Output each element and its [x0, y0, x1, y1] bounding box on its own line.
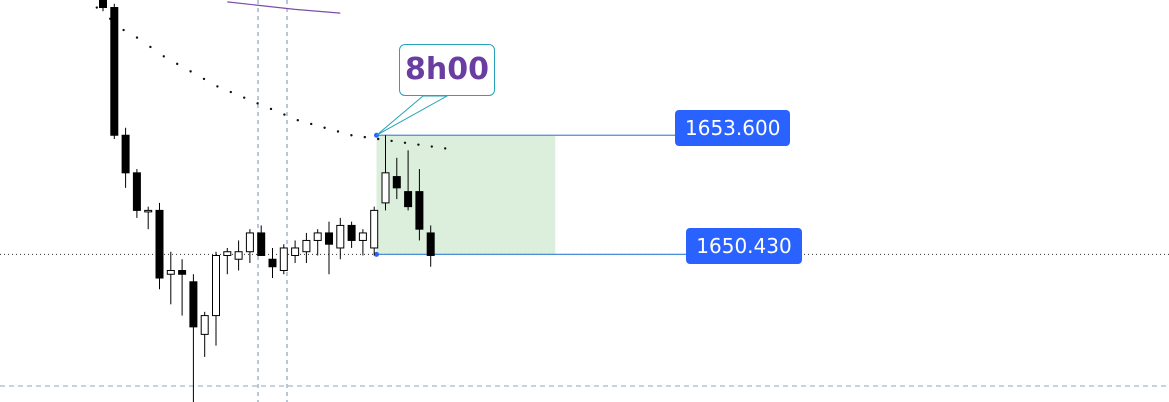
candle-body [302, 239, 311, 253]
candle-body [358, 232, 367, 241]
candle-body [166, 270, 175, 275]
lower-ray-anchor [374, 251, 379, 257]
purple-ma-line [227, 1, 341, 14]
candle-body [121, 134, 130, 174]
candle-body [144, 209, 153, 213]
ma-dot [350, 134, 353, 137]
ma-dot [336, 130, 340, 133]
candle-body [381, 172, 390, 204]
candle-body [279, 247, 288, 272]
upper-price-tag: 1653.600 [675, 110, 790, 146]
candle-body [268, 258, 277, 268]
ma-dot [417, 143, 420, 146]
ma-dot [162, 55, 165, 58]
ma-dot [243, 96, 246, 99]
ma-dot [430, 145, 433, 148]
ma-dot [296, 119, 299, 122]
candle-body [415, 191, 424, 230]
candle-body [245, 232, 254, 253]
ma-dot [189, 70, 192, 73]
lower-price-tag: 1650.430 [686, 228, 802, 264]
ma-dot [149, 45, 152, 49]
callout-pointer [376, 95, 449, 136]
ma-dot [95, 6, 99, 9]
candle-body [189, 281, 198, 328]
candle-body [347, 224, 356, 241]
candle-body [336, 224, 345, 249]
target-zone [376, 135, 556, 255]
ma-dot [323, 126, 326, 129]
ma-dot [122, 28, 125, 32]
candle-body [110, 7, 119, 136]
candle-body [392, 176, 401, 189]
ma-dot [283, 113, 286, 116]
candle-body [426, 232, 435, 256]
candle-body [325, 232, 333, 245]
candle-body [257, 232, 266, 256]
ma-dot [176, 62, 179, 66]
ma-dot [377, 137, 380, 141]
ma-dot [202, 77, 206, 81]
ma-dot [269, 107, 273, 111]
candle-body [370, 209, 379, 249]
candle-body [291, 247, 300, 256]
candle-body [200, 315, 209, 335]
candle-body [99, 0, 107, 9]
candle-body [212, 254, 220, 317]
ma-dot [444, 147, 447, 150]
ma-dot [216, 85, 219, 88]
ma-dot [310, 122, 313, 126]
ma-dot [229, 90, 232, 94]
ma-dot [403, 141, 407, 144]
candle-body [155, 209, 164, 279]
candle-body [178, 270, 187, 275]
time-callout[interactable]: 8h00 [399, 44, 495, 96]
candle-body [132, 172, 141, 211]
candle-body [223, 251, 232, 256]
ma-dot [256, 102, 259, 105]
candle-body [404, 191, 413, 208]
candle-body [313, 232, 322, 241]
candle-body [234, 251, 243, 260]
ma-dot [363, 135, 366, 139]
ma-dot [135, 36, 139, 39]
ma-dot [390, 139, 393, 143]
